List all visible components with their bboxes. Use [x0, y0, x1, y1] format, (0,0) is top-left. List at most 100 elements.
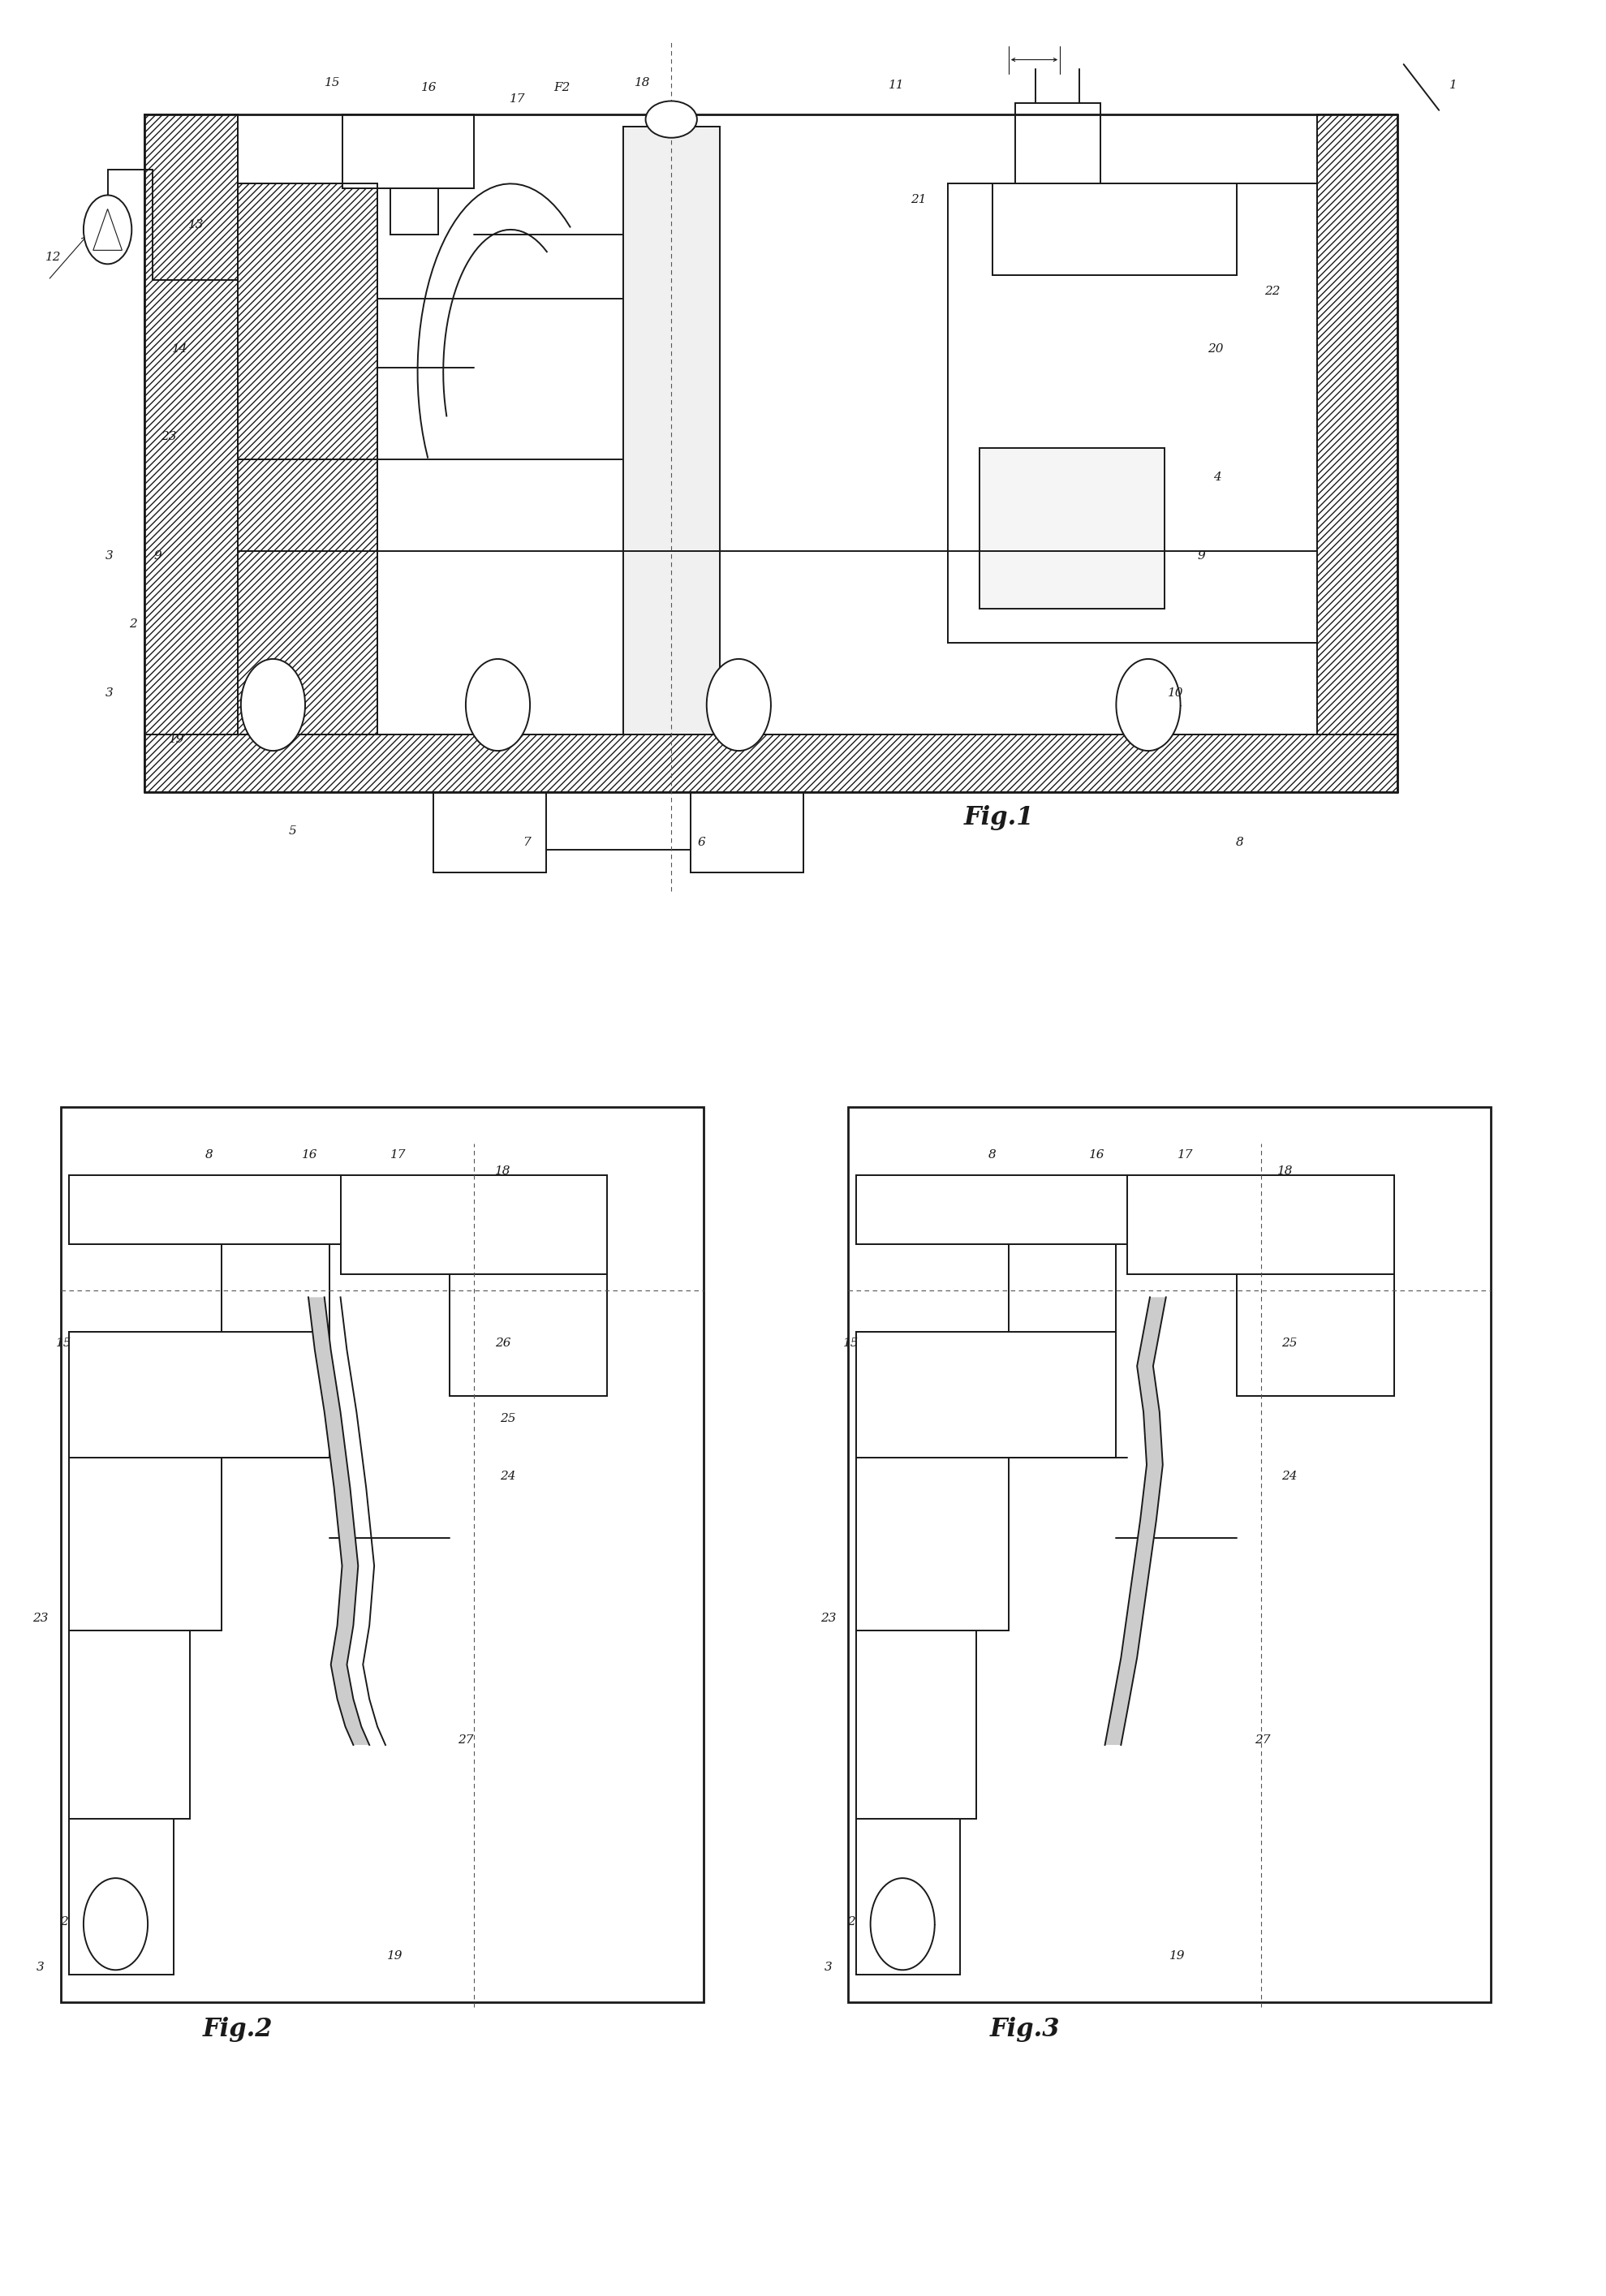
- Text: Fig.2: Fig.2: [202, 2018, 273, 2041]
- Text: 16: 16: [421, 83, 437, 92]
- Polygon shape: [856, 1458, 1009, 1630]
- Polygon shape: [1317, 115, 1397, 735]
- Bar: [69, 1176, 340, 1244]
- Polygon shape: [145, 735, 1397, 792]
- Bar: [856, 1818, 960, 1975]
- Text: 17: 17: [1177, 1150, 1193, 1159]
- Text: 19: 19: [387, 1952, 403, 1961]
- Text: 12: 12: [45, 253, 61, 262]
- Text: 21: 21: [911, 195, 927, 204]
- Text: 5: 5: [289, 827, 296, 836]
- Text: 23: 23: [821, 1614, 837, 1623]
- Text: 3: 3: [106, 551, 112, 560]
- Polygon shape: [856, 1818, 960, 1975]
- Circle shape: [84, 195, 132, 264]
- Polygon shape: [1015, 103, 1100, 184]
- Text: 2: 2: [61, 1917, 67, 1926]
- Bar: [69, 1332, 329, 1458]
- Text: 27: 27: [1254, 1736, 1270, 1745]
- Polygon shape: [238, 184, 377, 735]
- Text: 17: 17: [509, 94, 525, 103]
- Polygon shape: [434, 792, 546, 872]
- Polygon shape: [450, 1274, 607, 1396]
- Text: 20: 20: [1208, 344, 1224, 354]
- Bar: [222, 1244, 329, 1332]
- Polygon shape: [342, 115, 474, 188]
- Text: 18: 18: [495, 1166, 511, 1176]
- Polygon shape: [1127, 1176, 1394, 1274]
- Text: 9: 9: [1198, 551, 1204, 560]
- Bar: [856, 1332, 1116, 1458]
- Polygon shape: [1237, 1274, 1394, 1396]
- Polygon shape: [69, 1332, 329, 1458]
- Bar: [848, 1107, 1490, 2002]
- Bar: [69, 1630, 190, 1818]
- Circle shape: [1116, 659, 1180, 751]
- Polygon shape: [308, 1297, 369, 1745]
- Polygon shape: [69, 1458, 222, 1630]
- Text: 14: 14: [172, 344, 188, 354]
- Polygon shape: [948, 184, 1317, 643]
- Polygon shape: [856, 1630, 976, 1818]
- Bar: [390, 188, 438, 234]
- Text: 8: 8: [989, 1150, 996, 1159]
- Circle shape: [466, 659, 530, 751]
- Bar: [980, 448, 1164, 608]
- Bar: [1237, 1274, 1394, 1396]
- Polygon shape: [993, 184, 1237, 276]
- Bar: [434, 792, 546, 872]
- Text: 2: 2: [848, 1917, 854, 1926]
- Bar: [691, 792, 803, 872]
- Polygon shape: [69, 1176, 340, 1244]
- Polygon shape: [856, 1332, 1116, 1458]
- Text: F2: F2: [554, 83, 570, 92]
- Polygon shape: [340, 1176, 607, 1274]
- Text: 19: 19: [169, 735, 185, 744]
- Text: 27: 27: [458, 1736, 474, 1745]
- Bar: [450, 1274, 607, 1396]
- Text: 19: 19: [1169, 1952, 1185, 1961]
- Text: 15: 15: [56, 1339, 72, 1348]
- Polygon shape: [390, 188, 438, 234]
- Polygon shape: [93, 209, 122, 250]
- Bar: [69, 1818, 173, 1975]
- Bar: [1127, 1176, 1394, 1274]
- Bar: [238, 459, 377, 551]
- Polygon shape: [691, 792, 803, 872]
- Bar: [1015, 103, 1100, 184]
- Bar: [856, 1176, 1127, 1244]
- Text: Fig.1: Fig.1: [964, 806, 1034, 829]
- Bar: [61, 1107, 703, 2002]
- Text: 25: 25: [1282, 1339, 1298, 1348]
- Text: 1: 1: [1450, 80, 1457, 90]
- Bar: [623, 126, 719, 735]
- Bar: [856, 1630, 976, 1818]
- Text: 18: 18: [634, 78, 650, 87]
- Text: 2: 2: [130, 620, 137, 629]
- Polygon shape: [238, 459, 377, 551]
- Bar: [69, 1458, 222, 1630]
- Text: 17: 17: [390, 1150, 406, 1159]
- Text: 26: 26: [495, 1339, 511, 1348]
- Text: 3: 3: [825, 1963, 832, 1972]
- Text: 16: 16: [302, 1150, 318, 1159]
- Polygon shape: [623, 126, 719, 735]
- Bar: [856, 1458, 1009, 1630]
- Circle shape: [707, 659, 771, 751]
- Text: 10: 10: [1168, 689, 1184, 698]
- Text: 3: 3: [37, 1963, 43, 1972]
- Text: 3: 3: [106, 689, 112, 698]
- Polygon shape: [1105, 1297, 1166, 1745]
- Text: 24: 24: [1282, 1472, 1298, 1481]
- Bar: [342, 115, 474, 188]
- Bar: [546, 792, 691, 850]
- Polygon shape: [69, 1818, 173, 1975]
- Circle shape: [870, 1878, 935, 1970]
- Bar: [340, 1176, 607, 1274]
- Text: 13: 13: [188, 220, 204, 230]
- Text: 6: 6: [699, 838, 705, 847]
- Text: 16: 16: [1089, 1150, 1105, 1159]
- Text: 8: 8: [1237, 838, 1243, 847]
- Polygon shape: [856, 1176, 1127, 1244]
- Text: 15: 15: [843, 1339, 859, 1348]
